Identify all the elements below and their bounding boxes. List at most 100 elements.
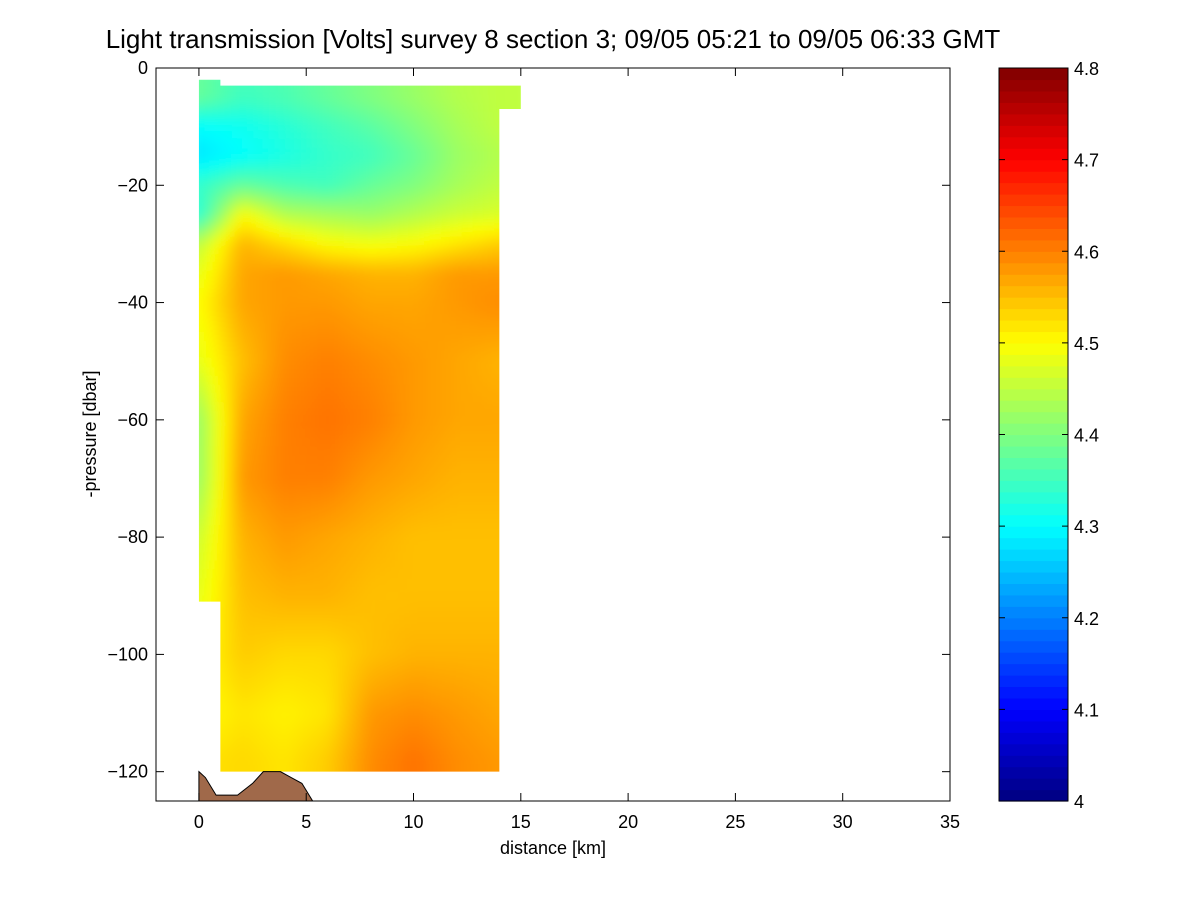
field-cell	[322, 279, 329, 289]
field-cell	[247, 305, 254, 315]
field-cell	[316, 762, 323, 772]
field-cell	[370, 111, 377, 122]
field-cell	[493, 639, 500, 650]
field-cell	[209, 296, 216, 307]
field-cell	[413, 314, 420, 324]
field-cell	[295, 718, 302, 729]
field-cell	[461, 94, 468, 104]
field-cell	[225, 499, 232, 509]
field-cell	[386, 217, 393, 227]
field-cell	[424, 147, 431, 157]
field-cell	[451, 419, 458, 430]
field-cell	[397, 393, 404, 403]
field-cell	[456, 103, 463, 113]
field-cell	[365, 578, 372, 588]
field-cell	[279, 507, 286, 518]
field-cell	[370, 683, 377, 694]
field-cell	[483, 155, 490, 166]
field-cell	[220, 560, 227, 570]
field-cell	[445, 613, 452, 623]
field-cell	[257, 173, 264, 183]
field-cell	[225, 129, 232, 139]
field-cell	[477, 103, 484, 113]
field-cell	[402, 261, 409, 271]
field-cell	[198, 199, 205, 210]
field-cell	[493, 217, 500, 227]
field-cell	[472, 419, 479, 430]
field-cell	[311, 437, 318, 447]
field-cell	[488, 446, 495, 456]
field-cell	[252, 103, 259, 113]
field-cell	[290, 490, 297, 500]
field-cell	[263, 164, 270, 175]
field-cell	[198, 481, 205, 491]
field-cell	[456, 199, 463, 210]
field-cell	[483, 270, 490, 280]
field-cell	[327, 657, 334, 667]
field-cell	[392, 111, 399, 122]
field-cell	[295, 243, 302, 254]
field-cell	[467, 411, 474, 421]
field-cell	[456, 472, 463, 483]
field-cell	[349, 578, 356, 588]
field-cell	[349, 296, 356, 307]
field-cell	[392, 578, 399, 588]
field-cell	[241, 516, 248, 526]
field-cell	[354, 551, 361, 562]
field-cell	[397, 279, 404, 289]
field-cell	[456, 657, 463, 667]
field-cell	[429, 85, 436, 95]
field-cell	[316, 666, 323, 676]
field-cell	[241, 613, 248, 623]
field-cell	[461, 692, 468, 702]
field-cell	[295, 138, 302, 148]
field-cell	[349, 261, 356, 271]
field-cell	[402, 111, 409, 122]
field-cell	[268, 666, 275, 676]
field-cell	[381, 419, 388, 430]
field-cell	[472, 384, 479, 395]
field-cell	[434, 243, 441, 254]
field-cell	[429, 630, 436, 641]
field-cell	[359, 235, 366, 245]
field-cell	[268, 147, 275, 157]
field-cell	[220, 155, 227, 166]
field-cell	[279, 692, 286, 702]
field-cell	[316, 534, 323, 544]
field-cell	[338, 94, 345, 104]
field-cell	[424, 94, 431, 104]
field-cell	[359, 155, 366, 166]
field-cell	[263, 340, 270, 351]
field-cell	[365, 314, 372, 324]
field-cell	[408, 191, 415, 201]
field-cell	[300, 261, 307, 271]
field-cell	[365, 261, 372, 271]
field-cell	[316, 270, 323, 280]
field-cell	[215, 235, 221, 245]
field-cell	[198, 261, 205, 271]
field-cell	[397, 314, 404, 324]
field-cell	[295, 103, 302, 113]
field-cell	[359, 261, 366, 271]
field-cell	[488, 103, 495, 113]
field-cell	[392, 173, 399, 183]
field-cell	[231, 534, 238, 544]
field-cell	[236, 147, 243, 157]
field-cell	[488, 534, 495, 544]
field-cell	[204, 138, 211, 148]
field-cell	[241, 208, 248, 219]
field-cell	[300, 754, 307, 764]
field-cell	[397, 718, 404, 729]
field-cell	[274, 569, 280, 579]
field-cell	[284, 490, 291, 500]
field-cell	[359, 428, 366, 439]
field-cell	[397, 235, 404, 245]
field-cell	[434, 604, 441, 614]
field-cell	[300, 595, 307, 606]
field-cell	[424, 463, 431, 474]
field-cell	[225, 296, 232, 307]
field-cell	[392, 375, 399, 386]
field-cell	[440, 490, 447, 500]
field-cell	[424, 481, 431, 491]
field-cell	[220, 551, 227, 562]
